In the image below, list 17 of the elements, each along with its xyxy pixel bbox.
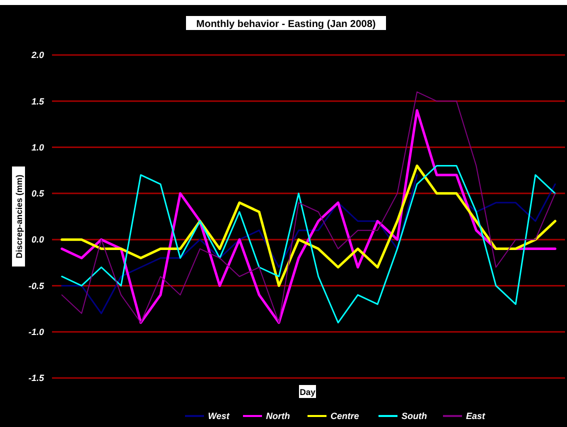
x-axis-title: Day — [300, 387, 316, 397]
y-tick-label: 0.0 — [31, 234, 44, 245]
y-tick-label: -1.5 — [28, 373, 45, 384]
y-axis-title: Discrep-ancies (mm) — [14, 174, 24, 258]
y-tick-label: -1.0 — [28, 327, 44, 338]
y-tick-label: 0.5 — [31, 188, 45, 199]
legend-label: South — [402, 411, 428, 422]
legend-label: West — [208, 411, 230, 422]
line-series — [60, 164, 556, 287]
y-tick-label: -0.5 — [28, 280, 45, 291]
y-tick-label: 1.5 — [31, 96, 45, 106]
legend-label: North — [266, 411, 290, 422]
legend-label: Centre — [330, 411, 360, 422]
chart-title: Monthly behavior - Easting (Jan 2008) — [196, 19, 376, 30]
y-tick-label: 1.0 — [31, 142, 44, 152]
legend-label: East — [466, 411, 486, 422]
y-tick-label: 2.0 — [30, 50, 44, 60]
